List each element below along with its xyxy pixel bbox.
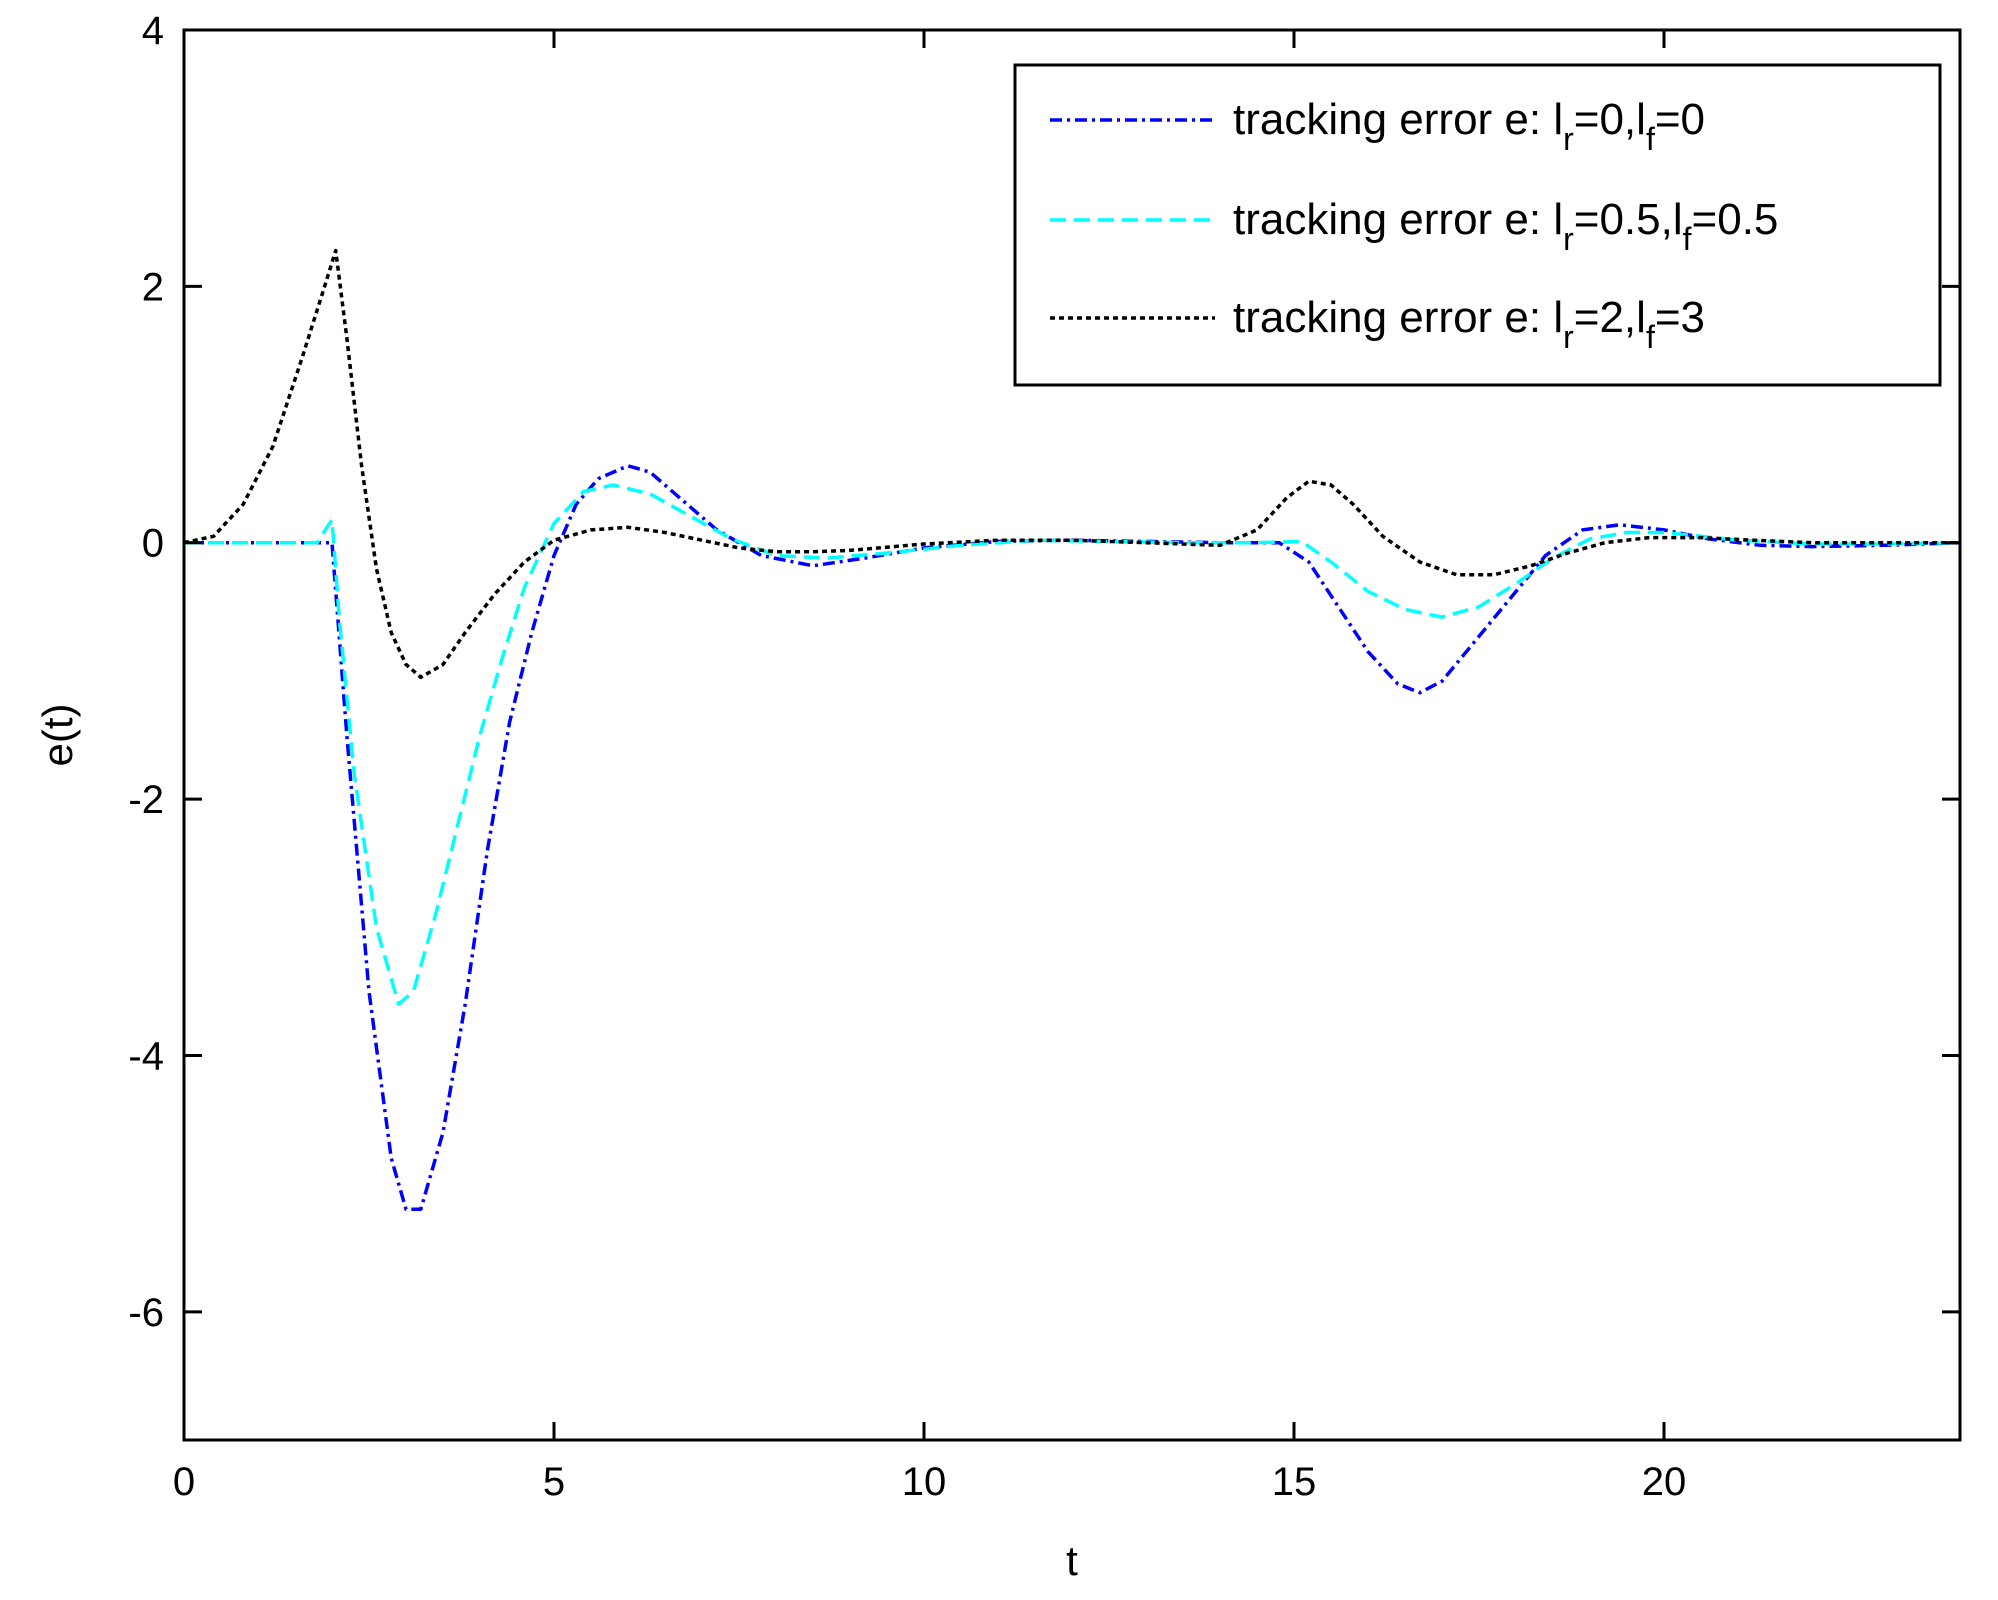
legend-label-3: tracking error e: lr=2,lf=3 (1233, 293, 1705, 355)
y-tick-label: -2 (128, 778, 164, 822)
x-axis-label: t (1066, 1537, 1078, 1584)
x-tick-label: 5 (543, 1460, 565, 1504)
x-tick-label: 0 (173, 1460, 195, 1504)
x-tick-label: 15 (1272, 1460, 1317, 1504)
x-tick-label: 20 (1642, 1460, 1687, 1504)
series-line-3 (184, 248, 1960, 680)
y-tick-label: 0 (142, 522, 164, 566)
x-tick-label: 10 (902, 1460, 947, 1504)
legend-label-1: tracking error e: lr=0,lf=0 (1233, 95, 1705, 157)
plot-frame (182, 28, 1962, 1442)
legend: tracking error e: lr=0,lf=0 tracking erro… (1013, 63, 1942, 387)
legend-label-2: tracking error e: lr=0.5,lf=0.5 (1233, 195, 1778, 257)
y-tick-label: -6 (128, 1291, 164, 1335)
y-axis-label: e(t) (34, 704, 81, 767)
y-tick-label: 4 (142, 9, 164, 53)
y-tick-label: 2 (142, 265, 164, 309)
series-line-2 (184, 483, 1960, 1006)
y-tick-label: -4 (128, 1034, 164, 1078)
series-line-1 (184, 464, 1960, 1212)
series-layer (184, 248, 1960, 1212)
